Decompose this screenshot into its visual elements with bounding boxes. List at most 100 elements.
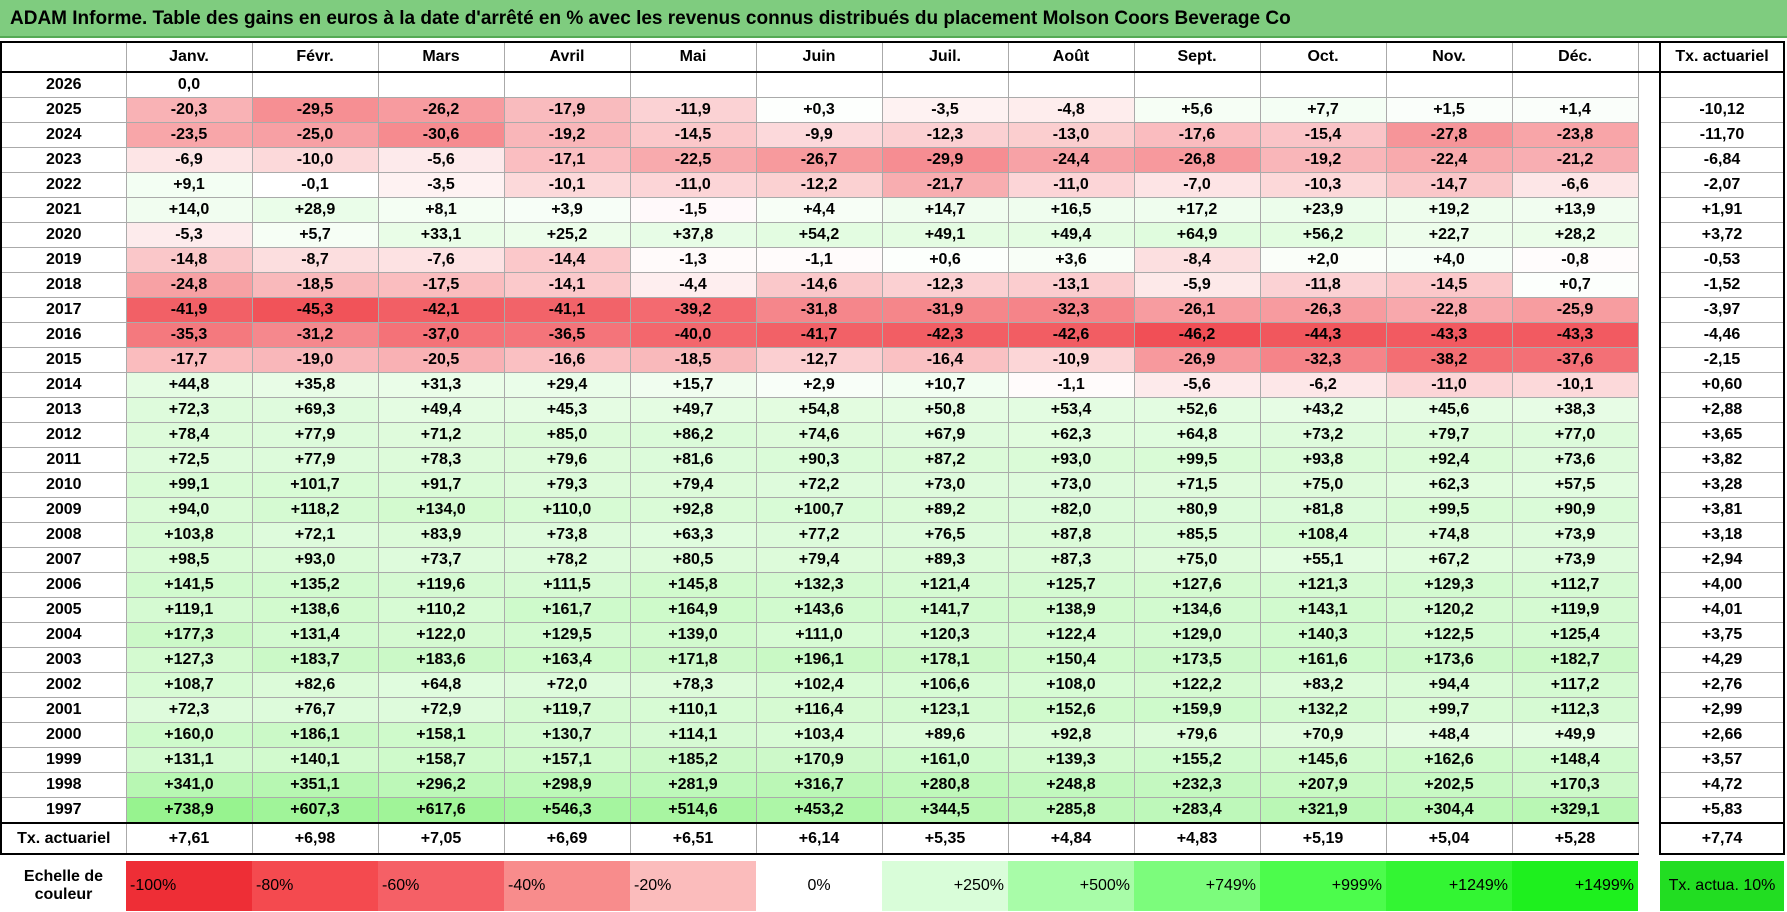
gain-cell: +164,9 [629,597,757,623]
gain-cell: +155,2 [1133,747,1261,773]
year: 2015 [0,347,127,373]
gain-cell: +44,8 [125,372,253,398]
rate-cell: -4,46 [1659,322,1785,348]
gain-cell: +514,6 [629,797,757,824]
table-row: 2026 0,0 [0,71,1785,98]
gain-cell: +73,0 [1007,472,1135,498]
gain-cell: +74,6 [755,422,883,448]
gain-cell: +77,9 [251,422,379,448]
empty-cell [1259,71,1387,98]
gain-cell: -17,9 [503,97,631,123]
gain-cell: -19,2 [503,122,631,148]
gain-cell: -17,6 [1133,122,1261,148]
gain-cell: +55,1 [1259,547,1387,573]
table-row: 2021 +14,0 +28,9 +8,1 +3,9 -1,5 +4,4 +14,7 +16,5… [0,197,1785,223]
title: ADAM Informe. Table des gains en euros à… [0,0,1787,38]
gain-cell: +57,5 [1511,472,1639,498]
gap [1638,122,1660,148]
gain-cell: +114,1 [629,722,757,748]
year: 2001 [0,697,127,723]
gain-cell: -17,5 [377,272,505,298]
rate-cell: +3,81 [1659,497,1785,523]
rate-cell: -2,07 [1659,172,1785,198]
gap [1638,322,1660,348]
gain-cell: -30,6 [377,122,505,148]
gain-cell: +89,3 [881,547,1009,573]
gain-cell: -37,0 [377,322,505,348]
gain-cell: +49,7 [629,397,757,423]
gain-cell: +87,8 [1007,522,1135,548]
gain-cell: +99,5 [1385,497,1513,523]
gain-cell: -18,5 [629,347,757,373]
gain-cell: +49,4 [1007,222,1135,248]
gain-cell: +110,0 [503,497,631,523]
gain-cell: +22,7 [1385,222,1513,248]
gain-cell: +148,4 [1511,747,1639,773]
footer-rate: +6,69 [503,822,631,855]
gain-cell: -31,9 [881,297,1009,323]
gain-cell: -5,6 [377,147,505,173]
gain-cell: +4,4 [755,197,883,223]
gain-cell: +54,8 [755,397,883,423]
gain-cell: -29,5 [251,97,379,123]
gain-cell: -22,8 [1385,297,1513,323]
gap [1638,497,1660,523]
gain-cell: -23,8 [1511,122,1639,148]
gain-cell: +76,5 [881,522,1009,548]
gain-cell: -41,7 [755,322,883,348]
gap [1638,41,1660,73]
table-row: Janv. Févr. Mars Avril Mai Juin Juil. Août Sept.… [0,41,1785,73]
gain-cell: -7,6 [377,247,505,273]
gain-cell: +125,4 [1511,622,1639,648]
gain-cell: +73,7 [377,547,505,573]
gain-cell: -42,3 [881,322,1009,348]
table-row: 2025 -20,3 -29,5 -26,2 -17,9 -11,9 +0,3 -3,5 -4,… [0,97,1785,123]
gain-cell: +98,5 [125,547,253,573]
gain-cell: -13,1 [1007,272,1135,298]
gain-cell: +99,5 [1133,447,1261,473]
gain-cell: +159,9 [1133,697,1261,723]
gain-cell: -43,3 [1385,322,1513,348]
gain-cell: +87,3 [1007,547,1135,573]
year: 2014 [0,372,127,398]
gain-cell: +112,7 [1511,572,1639,598]
gain-cell: +232,3 [1133,772,1261,798]
gain-cell: +183,7 [251,647,379,673]
gain-cell: -31,8 [755,297,883,323]
gain-cell: +14,7 [881,197,1009,223]
gap [1638,272,1660,298]
gain-cell: +161,0 [881,747,1009,773]
gain-cell: +122,0 [377,622,505,648]
gain-cell: +182,7 [1511,647,1639,673]
gain-cell: +75,0 [1259,472,1387,498]
gain-cell: -24,4 [1007,147,1135,173]
gain-cell: -42,6 [1007,322,1135,348]
table-row: 2008 +103,8 +72,1 +83,9 +73,8 +63,3 +77,2 +76,5… [0,522,1785,548]
gain-cell: +80,5 [629,547,757,573]
gain-cell: +90,9 [1511,497,1639,523]
gap [1638,247,1660,273]
gap [1638,422,1660,448]
gain-cell: +117,2 [1511,672,1639,698]
gain-cell: +2,0 [1259,247,1387,273]
gain-cell: +70,9 [1259,722,1387,748]
table-row: 2017 -41,9 -45,3 -42,1 -41,1 -39,2 -31,8 -31,9-… [0,297,1785,323]
month-header: Avril [503,41,631,73]
corner [0,41,127,73]
gain-cell: +186,1 [251,722,379,748]
gain-cell: +8,1 [377,197,505,223]
gain-cell: +127,3 [125,647,253,673]
footer-rate: +6,98 [251,822,379,855]
gain-cell: +344,5 [881,797,1009,824]
gain-cell: +77,2 [755,522,883,548]
footer-rate: +7,05 [377,822,505,855]
footer-rate: +5,19 [1259,822,1387,855]
gain-cell: -10,1 [503,172,631,198]
table-row: 2010 +99,1 +101,7 +91,7 +79,3 +79,4 +72,2 +73,0… [0,472,1785,498]
gain-cell: +285,8 [1007,797,1135,824]
gain-cell: +63,3 [629,522,757,548]
rate-cell: +2,66 [1659,722,1785,748]
year: 2026 [0,71,127,98]
gap [1638,197,1660,223]
gain-cell: +161,6 [1259,647,1387,673]
